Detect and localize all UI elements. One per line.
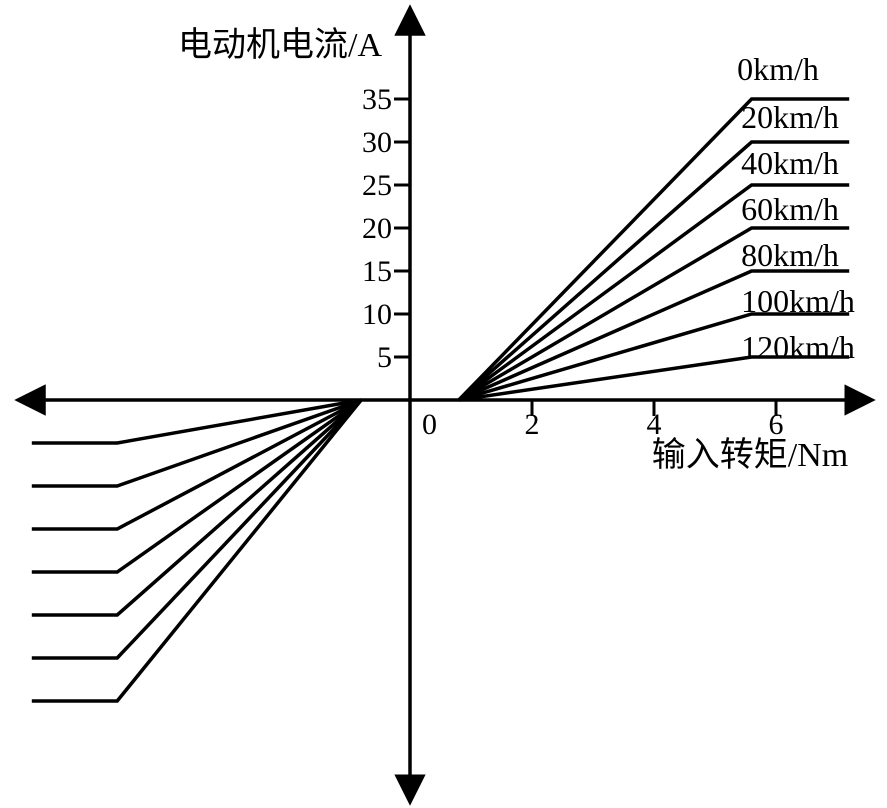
y-tick-label: 35 xyxy=(362,83,392,116)
y-tick-label: 15 xyxy=(362,255,392,288)
y-tick-label: 30 xyxy=(362,126,392,159)
series-label: 120km/h xyxy=(741,329,855,365)
series-label: 100km/h xyxy=(741,283,855,319)
y-tick-label: 20 xyxy=(362,212,392,245)
series-label: 60km/h xyxy=(741,191,839,227)
series-line-neg xyxy=(32,400,361,615)
series-label: 0km/h xyxy=(737,51,819,87)
x-tick-label: 2 xyxy=(525,408,540,441)
y-tick-label: 5 xyxy=(377,341,392,374)
series-labels: 0km/h 20km/h 40km/h 60km/h 80km/h 100km/h 120k… xyxy=(737,51,855,365)
x-axis-ticks: 0246 xyxy=(422,400,784,441)
y-axis-title: 电动机电流/A xyxy=(178,26,382,64)
x-tick-label: 0 xyxy=(422,408,437,441)
y-tick-label: 25 xyxy=(362,169,392,202)
y-axis-ticks: 5 10 15 20 25 30 35 xyxy=(362,83,410,374)
series-negative-quadrant xyxy=(32,400,361,701)
series-label: 40km/h xyxy=(741,145,839,181)
x-axis-title: 输入转矩/Nm xyxy=(652,436,848,474)
series-line-neg xyxy=(32,400,361,529)
series-label: 80km/h xyxy=(741,237,839,273)
y-tick-label: 10 xyxy=(362,298,392,331)
series-label: 20km/h xyxy=(741,99,839,135)
motor-current-chart: 5101520253035 0246 0km/h20km/h40km/h60km… xyxy=(0,0,887,808)
